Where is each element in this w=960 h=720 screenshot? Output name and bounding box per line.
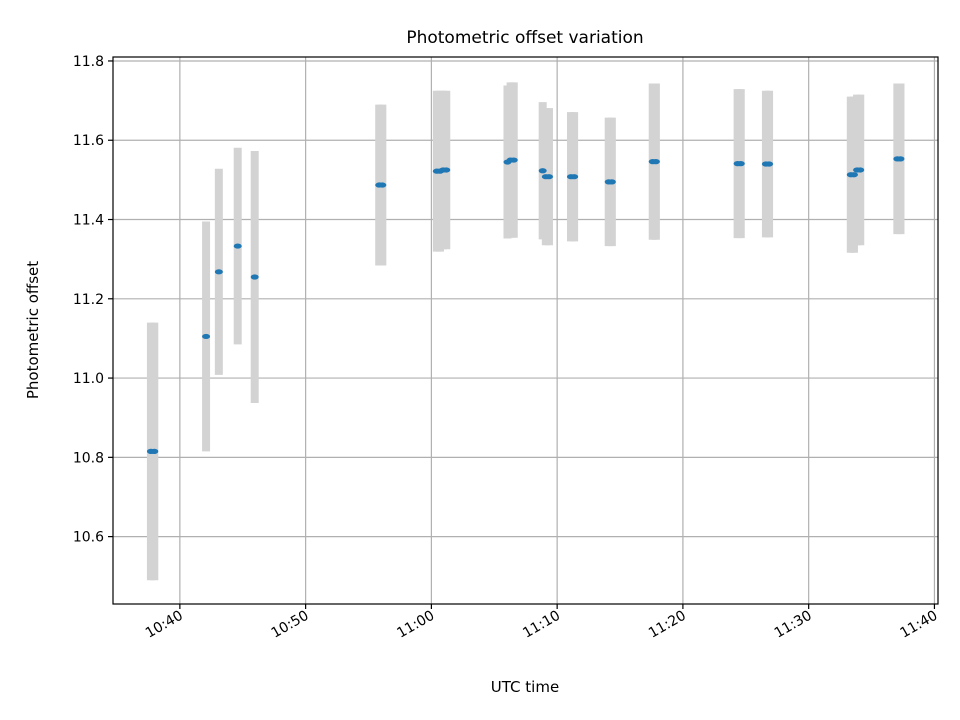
y-axis: 10.6 10.8 11.0 11.2 11.4 11.6 11.8	[73, 54, 113, 546]
y-tick-label: 11.0	[73, 371, 104, 387]
chart-title: Photometric offset variation	[406, 28, 643, 48]
data-point	[544, 174, 553, 180]
x-tick-label: 11:40	[897, 608, 940, 642]
data-point	[214, 269, 223, 275]
y-axis-label: Photometric offset	[24, 261, 42, 399]
x-tick-label: 11:20	[646, 608, 689, 642]
data-point	[538, 168, 547, 174]
y-tick-label: 11.8	[73, 54, 104, 70]
x-tick-label: 10:40	[143, 608, 186, 642]
data-point	[651, 159, 660, 165]
x-tick-label: 11:10	[520, 608, 563, 642]
x-tick-label: 11:30	[772, 608, 815, 642]
data-point	[509, 157, 518, 163]
data-point	[765, 161, 774, 167]
y-tick-label: 11.6	[73, 133, 104, 149]
data-point	[570, 174, 579, 180]
x-tick-label: 11:00	[394, 608, 437, 642]
x-axis: 10:40 10:50 11:00 11:10 11:20 11:30 11:40	[143, 604, 940, 642]
data-point	[378, 182, 387, 188]
data-point	[736, 161, 745, 167]
data-point	[233, 243, 242, 249]
y-tick-label: 10.8	[73, 450, 104, 466]
data-point	[856, 167, 865, 173]
data-point	[250, 274, 259, 280]
error-bars	[146, 82, 905, 581]
data-point	[150, 448, 159, 454]
y-tick-label: 11.2	[73, 292, 104, 308]
y-tick-label: 10.6	[73, 530, 104, 546]
x-tick-label: 10:50	[269, 608, 312, 642]
data-point	[849, 172, 858, 178]
data-point	[896, 156, 905, 162]
y-tick-label: 11.4	[73, 213, 104, 229]
data-point	[607, 179, 616, 185]
x-axis-label: UTC time	[491, 678, 559, 696]
plot-frame	[112, 56, 939, 605]
data-point	[202, 333, 211, 340]
data-point	[442, 167, 451, 173]
grid	[113, 57, 938, 604]
data-points	[146, 156, 905, 454]
